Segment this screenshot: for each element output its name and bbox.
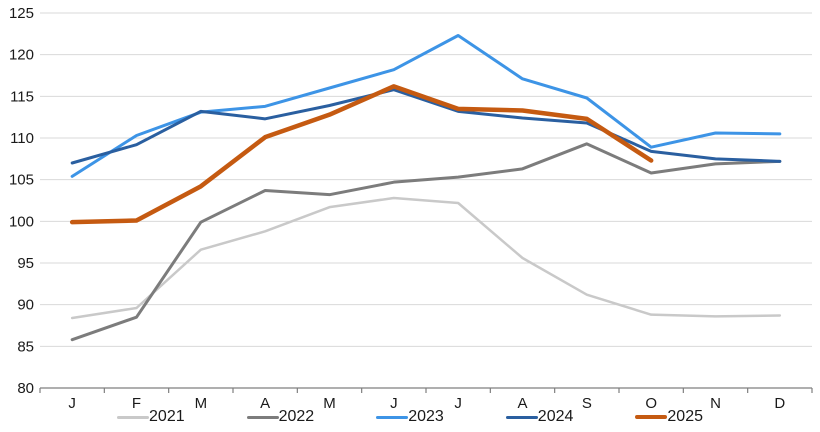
x-axis-month-label: F: [132, 395, 141, 412]
x-axis-month-label: S: [582, 395, 592, 412]
legend-swatch-2025: [635, 414, 668, 420]
x-axis-month-label: J: [390, 395, 398, 412]
legend-label-2022: 2022: [278, 408, 315, 425]
y-axis-tick-label: 85: [17, 338, 34, 355]
legend-swatch-2023: [376, 415, 409, 419]
legend-label-2021: 2021: [149, 408, 185, 425]
x-axis-month-label: J: [454, 395, 462, 412]
x-axis-month-label: J: [68, 395, 76, 412]
legend-swatch-2021: [117, 415, 150, 419]
x-axis-month-label: N: [710, 395, 721, 412]
y-axis-tick-label: 125: [9, 5, 34, 22]
legend-item-2025: 2025: [635, 409, 703, 425]
x-axis-month-label: M: [323, 395, 336, 412]
series-line-2021: [70, 196, 782, 320]
y-axis-tick-label: 100: [9, 213, 34, 230]
y-axis-tick-label: 120: [9, 47, 34, 64]
y-axis-tick-label: 105: [9, 172, 34, 189]
series-line-2022: [70, 142, 782, 342]
legend-item-2024: 2024: [505, 408, 574, 425]
y-axis-tick-label: 90: [17, 297, 34, 314]
series-line-2025: [69, 84, 654, 225]
y-axis-tick-label: 80: [17, 380, 34, 397]
legend-swatch-2022: [246, 415, 279, 419]
x-axis-month-label: D: [774, 395, 785, 412]
y-axis-tick-label: 110: [10, 130, 34, 147]
x-axis-month-label: A: [517, 395, 527, 412]
legend-label-2024: 2024: [537, 408, 574, 425]
x-axis-month-label: O: [645, 395, 657, 412]
chart-legend: 2021 2022 2023 2024 2025: [0, 404, 820, 430]
plot-area: 80 85 90 95 100 105 110 115 120 125 J F M A M J J A S O N D: [9, 5, 813, 412]
legend-label-2025: 2025: [667, 408, 703, 425]
legend-label-2023: 2023: [408, 408, 444, 425]
legend-item-2023: 2023: [376, 409, 444, 425]
legend-swatch-2024: [505, 415, 538, 419]
x-axis-month-label: M: [195, 395, 208, 412]
series-line-2024: [70, 88, 782, 165]
y-axis-tick-label: 115: [10, 88, 34, 105]
y-axis-tick-label: 95: [17, 255, 34, 272]
legend-item-2021: 2021: [117, 409, 185, 425]
legend-item-2022: 2022: [246, 408, 315, 425]
x-axis-month-label: A: [260, 395, 270, 412]
